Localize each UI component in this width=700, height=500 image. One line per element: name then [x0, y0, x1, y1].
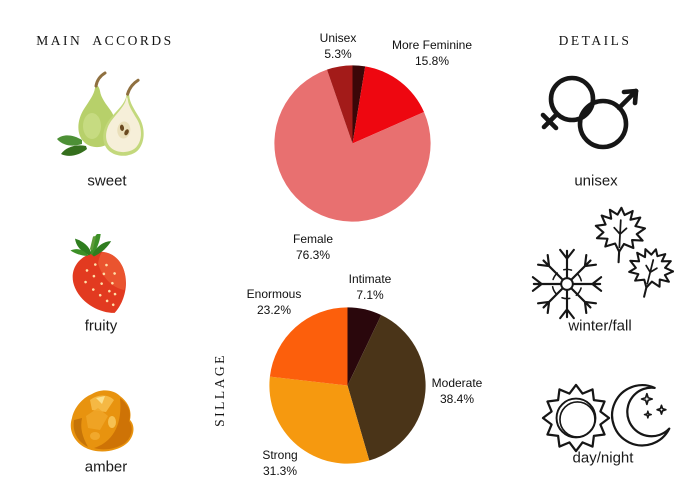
pie-label-enormous: Enormous 23.2% — [246, 286, 302, 317]
main-accords-title: MAIN ACCORDS — [36, 33, 174, 48]
detail-label-season: winter/fall — [568, 317, 632, 335]
pie-label-more-feminine: More Feminine 15.8% — [391, 37, 473, 68]
moon-icon — [611, 384, 671, 447]
gender-unisex-icon — [540, 75, 639, 150]
pie-label-moderate: Moderate 38.4% — [431, 375, 483, 406]
detail-label-time: day/night — [572, 449, 634, 467]
sun-icon — [541, 383, 611, 453]
pie-chart-gender — [274, 65, 431, 222]
accord-label-amber: amber — [84, 458, 128, 476]
pie-chart-sillage — [269, 307, 426, 464]
sillage-axis-title: SILLAGE — [212, 353, 227, 427]
maple-leaf-icon — [594, 206, 647, 264]
pie-label-female: Female 76.3% — [292, 231, 334, 262]
detail-label-gender: unisex — [574, 172, 618, 190]
accord-label-fruity: fruity — [84, 317, 118, 335]
pie-label-intimate: Intimate 7.1% — [348, 271, 392, 302]
details-title: DETAILS — [558, 33, 632, 48]
pie-label-unisex: Unisex 5.3% — [319, 30, 357, 61]
strawberry-image — [70, 234, 126, 313]
maple-leaf-icon — [628, 248, 674, 298]
accord-label-sweet: sweet — [87, 172, 127, 190]
pie-label-strong: Strong 31.3% — [262, 447, 298, 478]
snowflake-icon — [531, 248, 603, 320]
pear-image — [57, 71, 144, 156]
amber-resin-image — [70, 390, 134, 452]
